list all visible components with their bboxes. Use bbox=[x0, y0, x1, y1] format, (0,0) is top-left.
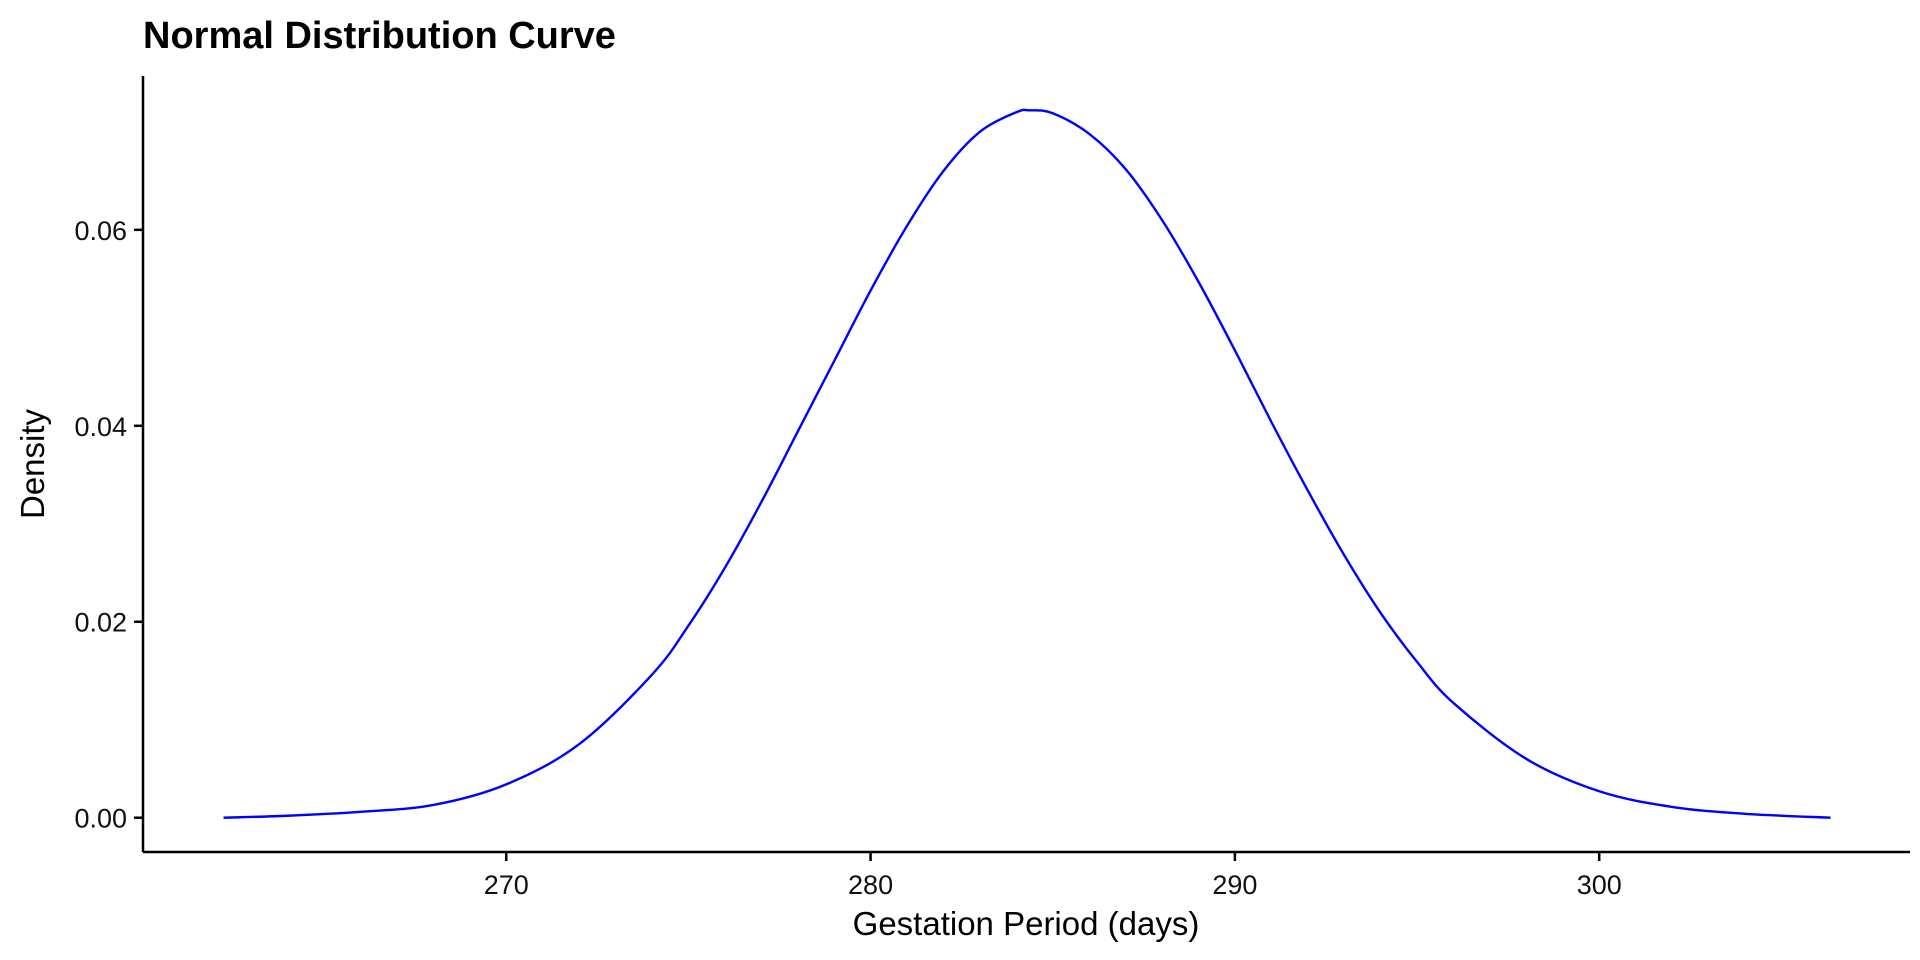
plot-area bbox=[223, 108, 1831, 819]
y-tick-label: 0.00 bbox=[74, 804, 127, 834]
x-tick-label: 280 bbox=[848, 870, 893, 900]
y-axis: 0.00 0.02 0.04 0.06 bbox=[74, 76, 145, 852]
x-axis: 270 280 290 300 bbox=[143, 850, 1910, 900]
x-axis-label: Gestation Period (days) bbox=[853, 905, 1200, 942]
density-curve-line bbox=[223, 108, 1831, 819]
y-axis-label: Density bbox=[14, 408, 51, 519]
y-tick-label: 0.04 bbox=[74, 412, 127, 442]
chart-title: Normal Distribution Curve bbox=[143, 15, 616, 57]
x-tick-label: 300 bbox=[1577, 870, 1622, 900]
y-tick-label: 0.06 bbox=[74, 216, 127, 246]
x-tick-label: 270 bbox=[484, 870, 529, 900]
y-tick-label: 0.02 bbox=[74, 608, 127, 638]
x-tick-label: 290 bbox=[1212, 870, 1257, 900]
